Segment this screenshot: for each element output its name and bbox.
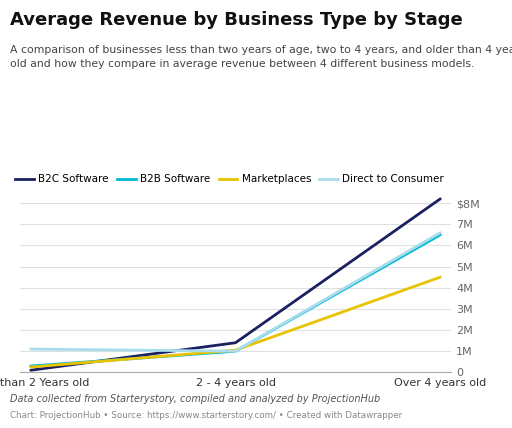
Text: Chart: ProjectionHub • Source: https://www.starterstory.com/ • Created with Data: Chart: ProjectionHub • Source: https://w… [10,411,402,420]
Legend: B2C Software, B2B Software, Marketplaces, Direct to Consumer: B2C Software, B2B Software, Marketplaces… [15,174,444,184]
Text: A comparison of businesses less than two years of age, two to 4 years, and older: A comparison of businesses less than two… [10,45,512,68]
Text: Average Revenue by Business Type by Stage: Average Revenue by Business Type by Stag… [10,11,463,29]
Text: Data collected from Starterystory, compiled and analyzed by ProjectionHub: Data collected from Starterystory, compi… [10,395,380,404]
